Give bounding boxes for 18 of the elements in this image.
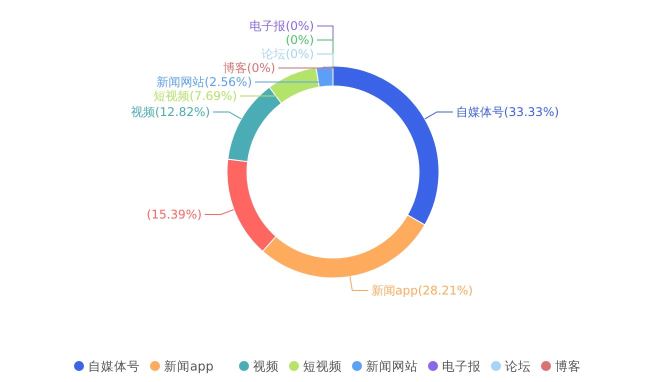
legend-label: 新闻网站 [366, 358, 418, 374]
category-label: 短视频(7.69%) [154, 89, 238, 104]
category-label: 新闻app(28.21%) [371, 284, 473, 298]
legend-label: 新闻app [164, 358, 214, 374]
text: (0%) [286, 33, 314, 48]
legend-label: 自媒体号 [88, 358, 140, 374]
data-label: (15.39%) [146, 208, 202, 222]
category-label: 电子报(0%) [250, 19, 314, 34]
category-label: 新闻网站(2.56%) [156, 75, 252, 90]
category-label: 论坛(0%) [262, 47, 314, 62]
legend-label: 论坛 [505, 358, 531, 374]
category-label: 视频(12.82%) [130, 105, 210, 120]
legend-label: 博客 [555, 358, 581, 374]
category-label: 自媒体号(33.33%) [456, 105, 560, 120]
category-label: 博客(0%) [222, 61, 276, 76]
legend-label: 电子报 [442, 358, 481, 374]
legend-label: 视频 [253, 358, 279, 374]
legend-label: 短视频 [303, 358, 342, 374]
